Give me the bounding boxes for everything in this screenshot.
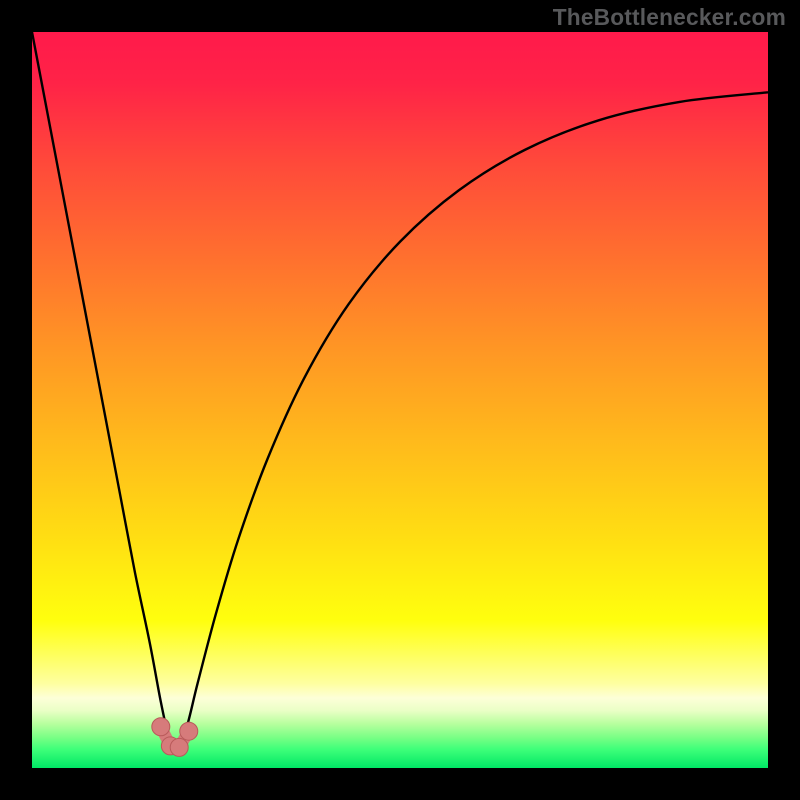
plot-area bbox=[32, 32, 768, 768]
chart-stage: TheBottlenecker.com bbox=[0, 0, 800, 800]
gradient-background bbox=[32, 32, 768, 768]
watermark-text: TheBottlenecker.com bbox=[553, 4, 786, 31]
